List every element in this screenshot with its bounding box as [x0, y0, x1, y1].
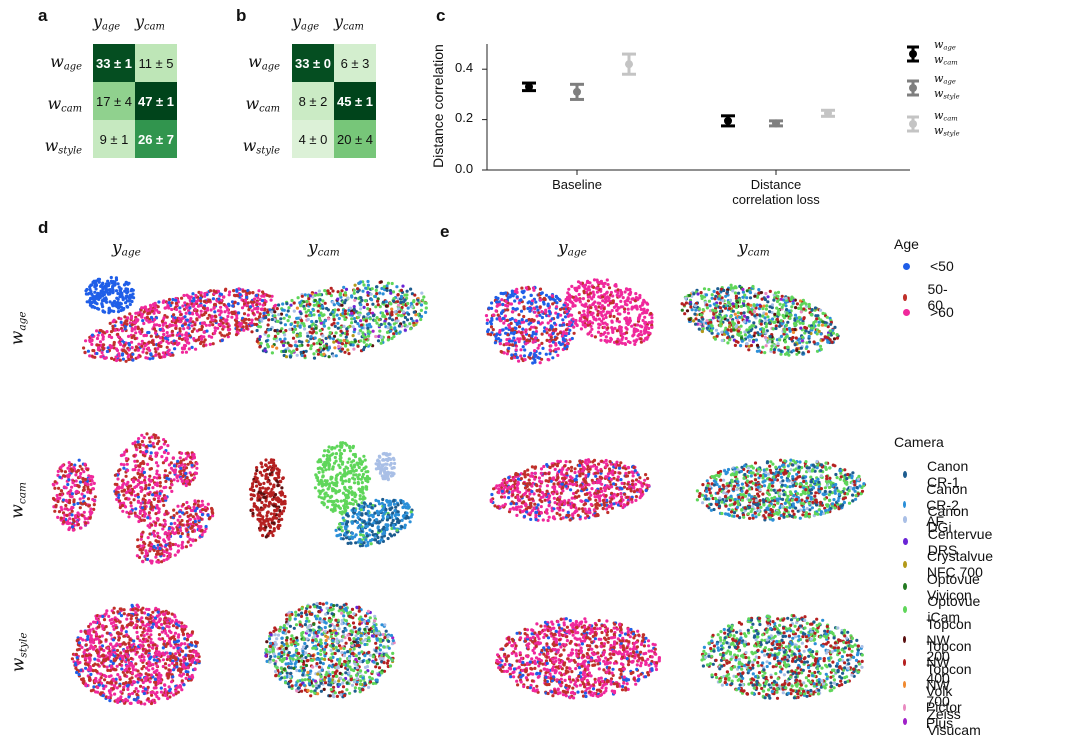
scatter-cluster: [700, 614, 864, 700]
scatter-cluster: [84, 276, 135, 314]
age-legend-label: <50: [930, 258, 954, 274]
scatter-cluster: [173, 451, 199, 487]
legend-marker-icon: [903, 263, 910, 270]
scatter-cluster: [564, 278, 654, 346]
legend-marker-icon: [903, 516, 907, 523]
scatter-cluster: [375, 452, 397, 481]
scatter-cluster: [82, 287, 277, 363]
scatter-cluster: [136, 499, 215, 564]
legend-marker-icon: [903, 294, 907, 301]
legend-marker-icon: [903, 471, 907, 478]
camera-legend-label: Zeiss Visucam: [927, 706, 983, 738]
scatter-cluster: [52, 459, 97, 532]
legend-marker-icon: [903, 583, 907, 590]
camera-legend-title: Camera: [894, 434, 944, 450]
scatter-cluster: [314, 441, 371, 515]
legend-marker-icon: [903, 606, 907, 613]
age-legend-item: >60: [903, 304, 954, 320]
scatter-cluster: [113, 432, 176, 523]
age-legend-item: <50: [903, 258, 954, 274]
scatter-cluster: [490, 458, 651, 522]
legend-marker-icon: [903, 538, 908, 545]
scatter-cluster: [696, 459, 866, 522]
scatter-cluster: [681, 284, 840, 357]
scatter-cluster: [71, 604, 201, 706]
legend-marker-icon: [903, 309, 910, 316]
scatter-cluster: [249, 458, 287, 538]
scatter-cluster: [264, 602, 396, 699]
age-legend-label: >60: [930, 304, 954, 320]
scatter-cluster: [495, 617, 661, 699]
legend-marker-icon: [903, 561, 907, 568]
legend-marker-icon: [903, 718, 907, 725]
age-legend-title: Age: [894, 236, 919, 252]
scatter-cluster: [250, 280, 428, 360]
camera-legend-item: Zeiss Visucam: [903, 706, 983, 738]
scatter-cluster: [485, 286, 576, 365]
